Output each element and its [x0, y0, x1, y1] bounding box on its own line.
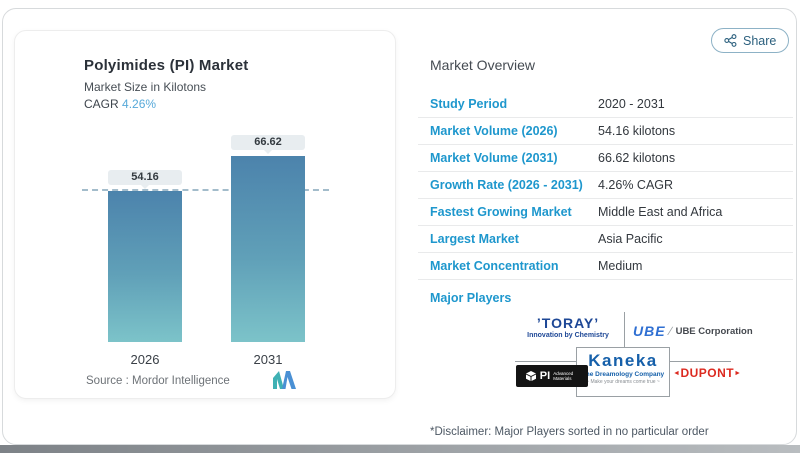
- ube-logo: UBE ∕ UBE Corporation: [633, 323, 753, 339]
- bar-value-label-2031: 66.62: [231, 135, 305, 154]
- ube-corporation-text: UBE Corporation: [675, 325, 753, 337]
- chart-subtitle: Market Size in Kilotons: [84, 80, 207, 94]
- bar-2031: [231, 156, 305, 342]
- chart-card: Polyimides (PI) Market Market Size in Ki…: [14, 30, 396, 399]
- row-value: 54.16 kilotons: [598, 124, 676, 138]
- kaneka-subtagline: ~ Make your dreams come true ~: [586, 379, 660, 385]
- kaneka-tagline: The Dreamology Company: [581, 371, 665, 378]
- row-label: Growth Rate (2026 - 2031): [430, 178, 583, 192]
- kaneka-logo: Kaneka The Dreamology Company ~ Make you…: [576, 347, 670, 397]
- overview-table: Study Period 2020 - 2031 Market Volume (…: [418, 91, 793, 280]
- pi-logo-text: PI: [539, 370, 551, 382]
- pi-logo-suffix: Advanced Materials: [553, 371, 574, 381]
- row-label: Market Volume (2026): [430, 124, 558, 138]
- table-row-market-concentration: Market Concentration Medium: [418, 253, 793, 280]
- pi-advanced-materials-logo: PI Advanced Materials: [516, 365, 588, 387]
- logo-divider-vertical: [624, 312, 625, 347]
- dupont-right-bracket: ►: [734, 370, 742, 377]
- page-bottom-edge: [0, 445, 800, 453]
- x-axis-label-2031: 2031: [253, 352, 283, 367]
- bar-value-label-2026: 54.16: [108, 170, 182, 189]
- share-icon: [724, 34, 737, 47]
- row-value: 4.26% CAGR: [598, 178, 674, 192]
- dupont-logo: ◄DUPONT►: [673, 366, 741, 380]
- chart-title: Polyimides (PI) Market: [84, 57, 249, 74]
- row-label: Market Concentration: [430, 259, 559, 273]
- reference-line: [82, 189, 329, 191]
- row-value: 66.62 kilotons: [598, 151, 676, 165]
- x-axis-label-2026: 2026: [130, 352, 160, 367]
- report-card: Polyimides (PI) Market Market Size in Ki…: [2, 8, 797, 445]
- table-row-growth-rate: Growth Rate (2026 - 2031) 4.26% CAGR: [418, 172, 793, 199]
- mordor-intelligence-logo-icon: [273, 371, 296, 389]
- row-label: Market Volume (2031): [430, 151, 558, 165]
- cagr-label: CAGR: [84, 97, 119, 111]
- cube-icon: [525, 371, 536, 381]
- table-row-fastest-growing-market: Fastest Growing Market Middle East and A…: [418, 199, 793, 226]
- share-button[interactable]: Share: [711, 28, 790, 53]
- logo-divider-right: [670, 361, 731, 362]
- table-row-study-period: Study Period 2020 - 2031: [418, 91, 793, 118]
- disclaimer-text: *Disclaimer: Major Players sorted in no …: [430, 426, 709, 438]
- cagr-value: 4.26%: [122, 97, 157, 111]
- kaneka-logo-text: Kaneka: [588, 351, 658, 370]
- row-value: 2020 - 2031: [598, 97, 665, 111]
- bar-2026: [108, 191, 182, 342]
- toray-logo: ’TORAY’ Innovation by Chemistry: [508, 315, 628, 339]
- row-label: Fastest Growing Market: [430, 205, 572, 219]
- major-players-label: Major Players: [430, 291, 512, 305]
- row-label: Largest Market: [430, 232, 519, 246]
- row-value: Medium: [598, 259, 643, 273]
- row-value: Asia Pacific: [598, 232, 663, 246]
- toray-tagline: Innovation by Chemistry: [527, 332, 609, 339]
- source-label: Source : Mordor Intelligence: [86, 375, 230, 387]
- ube-logo-slash: ∕: [669, 324, 672, 338]
- ube-logo-text: UBE: [633, 323, 666, 339]
- dupont-logo-text: DUPONT: [680, 366, 735, 380]
- dupont-left-bracket: ◄: [673, 370, 681, 377]
- share-button-label: Share: [743, 33, 777, 48]
- chart-cagr: CAGR 4.26%: [84, 97, 156, 111]
- row-label: Study Period: [430, 97, 508, 111]
- table-row-largest-market: Largest Market Asia Pacific: [418, 226, 793, 253]
- row-value: Middle East and Africa: [598, 205, 723, 219]
- table-row-market-volume-2031: Market Volume (2031) 66.62 kilotons: [418, 145, 793, 172]
- table-row-market-volume-2026: Market Volume (2026) 54.16 kilotons: [418, 118, 793, 145]
- toray-logo-text: ’TORAY’: [536, 315, 600, 331]
- overview-heading: Market Overview: [430, 57, 536, 73]
- logo-divider-left: [515, 361, 576, 362]
